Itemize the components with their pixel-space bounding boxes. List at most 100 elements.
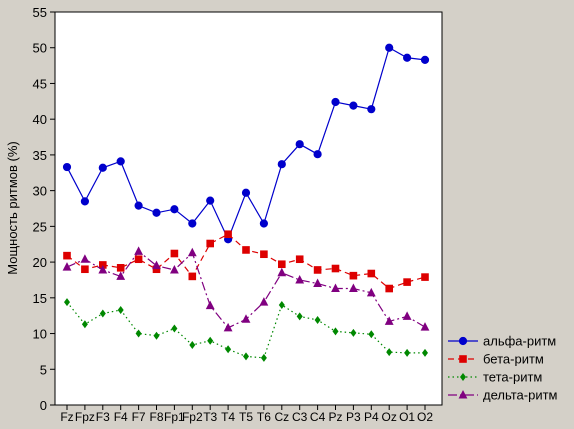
data-point <box>135 329 142 338</box>
legend-marker <box>460 373 466 381</box>
data-point <box>152 260 161 270</box>
y-tick-label: 5 <box>40 362 47 377</box>
data-point <box>349 271 358 280</box>
data-point <box>98 163 107 172</box>
data-point <box>81 320 88 329</box>
data-point <box>278 260 286 269</box>
series-2 <box>63 230 429 293</box>
x-tick-label: Fp2 <box>182 410 203 424</box>
data-point <box>278 300 285 309</box>
x-tick-label: P3 <box>346 410 361 424</box>
data-point <box>134 246 143 255</box>
data-point <box>98 264 108 274</box>
data-point <box>350 328 357 337</box>
data-point <box>420 55 430 64</box>
data-point <box>368 330 375 339</box>
x-tick-label: F3 <box>96 410 110 424</box>
data-point <box>116 264 125 272</box>
data-point <box>153 331 160 340</box>
data-point <box>385 43 394 52</box>
data-point <box>171 324 178 333</box>
data-point <box>117 305 124 314</box>
x-tick-label: T3 <box>203 410 217 424</box>
series-3 <box>64 298 428 362</box>
y-tick-label: 45 <box>33 76 47 91</box>
data-point <box>296 312 303 321</box>
data-point <box>366 287 376 297</box>
data-point <box>134 201 143 210</box>
legend-label: альфа-ритм <box>483 334 556 349</box>
x-tick-label: F8 <box>149 410 163 424</box>
x-tick-label: Fz <box>60 410 73 424</box>
data-point <box>116 157 125 166</box>
data-point <box>241 188 251 197</box>
y-axis-label: Мощность ритмов (%) <box>5 141 20 275</box>
data-point <box>225 345 232 354</box>
data-point <box>313 150 322 159</box>
data-point <box>260 353 267 362</box>
data-point <box>189 340 196 349</box>
data-point <box>349 283 358 293</box>
data-point <box>313 278 322 288</box>
y-tick-label: 15 <box>33 291 47 306</box>
x-tick-label: O1 <box>399 410 415 424</box>
legend-item: бета-ритм <box>448 352 544 367</box>
data-point <box>422 348 428 357</box>
legend-marker <box>458 336 468 346</box>
x-tick-label: C4 <box>310 410 326 424</box>
y-tick-label: 10 <box>33 327 47 342</box>
x-tick-label: T4 <box>221 410 235 424</box>
y-tick-label: 40 <box>33 112 47 127</box>
data-point <box>170 249 179 258</box>
data-point <box>81 265 89 274</box>
data-point <box>259 297 269 306</box>
data-point <box>241 314 251 323</box>
x-tick-label: P4 <box>364 410 379 424</box>
data-point <box>403 53 412 62</box>
x-tick-label: T5 <box>239 410 253 424</box>
data-point <box>242 246 250 254</box>
x-tick-label: F7 <box>132 410 146 424</box>
plot-area <box>54 11 443 406</box>
data-point <box>404 348 411 357</box>
legend-label: дельта-ритм <box>483 388 558 403</box>
x-tick-label: O2 <box>417 410 433 424</box>
data-point <box>367 269 376 278</box>
data-point <box>259 219 268 228</box>
data-point <box>63 251 71 260</box>
legend-marker <box>459 355 467 363</box>
x-tick-label: C3 <box>292 410 308 424</box>
data-point <box>385 284 393 293</box>
data-point <box>331 264 340 273</box>
data-point <box>152 265 161 274</box>
legend-item: дельта-ритм <box>448 388 558 403</box>
data-point <box>116 271 126 280</box>
data-point <box>420 322 430 331</box>
data-point <box>62 162 72 172</box>
data-point <box>80 254 90 263</box>
x-tick-label: Pz <box>328 410 342 424</box>
x-tick-label: Fp1 <box>164 410 185 424</box>
data-point <box>170 264 179 274</box>
data-point <box>152 208 161 217</box>
data-point <box>224 230 232 239</box>
data-point <box>99 261 107 269</box>
data-point <box>349 101 358 110</box>
y-tick-label: 30 <box>33 184 47 199</box>
data-point <box>188 272 197 281</box>
data-point <box>99 309 106 318</box>
data-point <box>260 250 268 259</box>
data-point <box>313 266 322 274</box>
data-point <box>170 205 179 214</box>
data-point <box>187 247 197 257</box>
data-point <box>402 311 412 320</box>
y-tick-label: 50 <box>33 41 47 56</box>
data-point <box>331 97 340 107</box>
data-point <box>223 322 233 332</box>
x-tick-label: Fpz <box>75 410 95 424</box>
data-point <box>384 316 394 325</box>
data-point <box>314 315 321 324</box>
data-point <box>332 327 339 336</box>
